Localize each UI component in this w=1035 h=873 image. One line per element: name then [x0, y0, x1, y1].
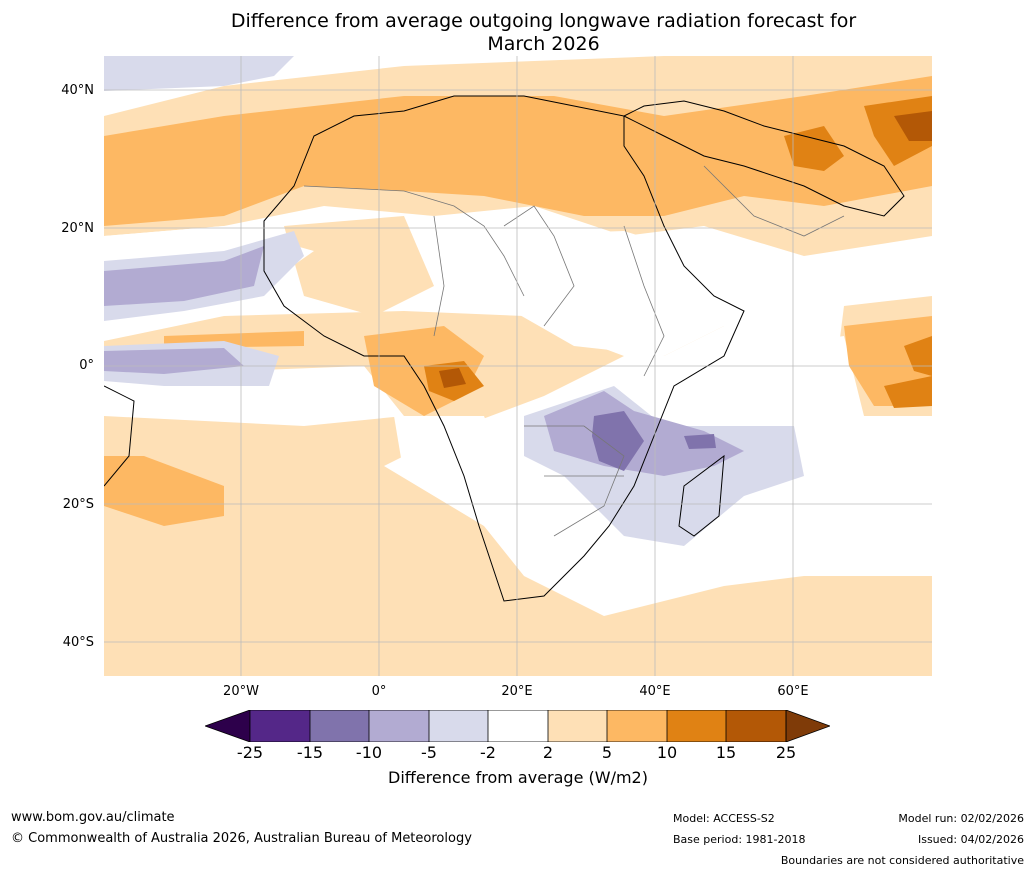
cbar-tick: -10 [355, 743, 383, 762]
lon-label-20e: 20°E [501, 684, 533, 699]
cbar-tick: 2 [542, 743, 554, 762]
model-run: Model run: 02/02/2026 [898, 812, 1024, 825]
colorbar-bin-2-5 [548, 710, 607, 742]
colorbar-bin-neg5-neg2 [429, 710, 488, 742]
country-borders [303, 165, 845, 537]
cbar-tick: -5 [421, 743, 437, 762]
anomaly-neg-10-5 [104, 246, 744, 476]
title-line-2: March 2026 [487, 33, 600, 55]
lat-label-40n: 40°N [61, 83, 94, 98]
map-title: Difference from average outgoing longwav… [0, 10, 1035, 56]
colorbar [205, 710, 830, 742]
base-period: Base period: 1981-2018 [673, 833, 806, 846]
lat-label-20n: 20°N [61, 221, 94, 236]
colorbar-bin-10-15 [667, 710, 726, 742]
colorbar-bin-neg15-neg10 [310, 710, 369, 742]
colorbar-bin-neg10-neg5 [369, 710, 429, 742]
boundaries-disclaimer: Boundaries are not considered authoritat… [780, 854, 1024, 867]
title-line-1: Difference from average outgoing longwav… [230, 10, 857, 32]
cbar-tick: 5 [601, 743, 613, 762]
forecast-map [104, 56, 932, 676]
lat-label-40s: 40°S [62, 635, 94, 650]
lon-label-40e: 40°E [639, 684, 671, 699]
cbar-tick: -25 [236, 743, 264, 762]
colorbar-dividers [309, 710, 727, 742]
cbar-tick: 25 [775, 743, 797, 762]
copyright: © Commonwealth of Australia 2026, Austra… [11, 831, 472, 846]
lat-label-eq: 0° [79, 358, 94, 373]
colorbar-bin-5-10 [607, 710, 667, 742]
graticule [104, 56, 932, 676]
lon-label-0: 0° [371, 684, 387, 699]
colorbar-bin-neg2-2 [488, 710, 548, 742]
colorbar-bin-neg25-neg15 [250, 710, 310, 742]
colorbar-extend-low [205, 710, 251, 742]
colorbar-extend-high [785, 710, 830, 742]
website-link[interactable]: www.bom.gov.au/climate [11, 810, 175, 825]
colorbar-outline [249, 710, 787, 742]
cbar-tick: -15 [296, 743, 324, 762]
cbar-tick: -2 [480, 743, 496, 762]
model-name: Model: ACCESS-S2 [673, 812, 775, 825]
lon-label-60e: 60°E [777, 684, 809, 699]
anomaly-neg-15-10 [592, 411, 716, 471]
issued-date: Issued: 04/02/2026 [917, 833, 1024, 846]
anomaly-pos-15-25 [439, 111, 932, 388]
cbar-tick: 10 [656, 743, 678, 762]
lon-label-20w: 20°W [223, 684, 259, 699]
cbar-tick: 15 [715, 743, 737, 762]
colorbar-label: Difference from average (W/m2) [388, 768, 648, 787]
colorbar-bin-15-25 [726, 710, 786, 742]
lat-label-20s: 20°S [62, 497, 94, 512]
